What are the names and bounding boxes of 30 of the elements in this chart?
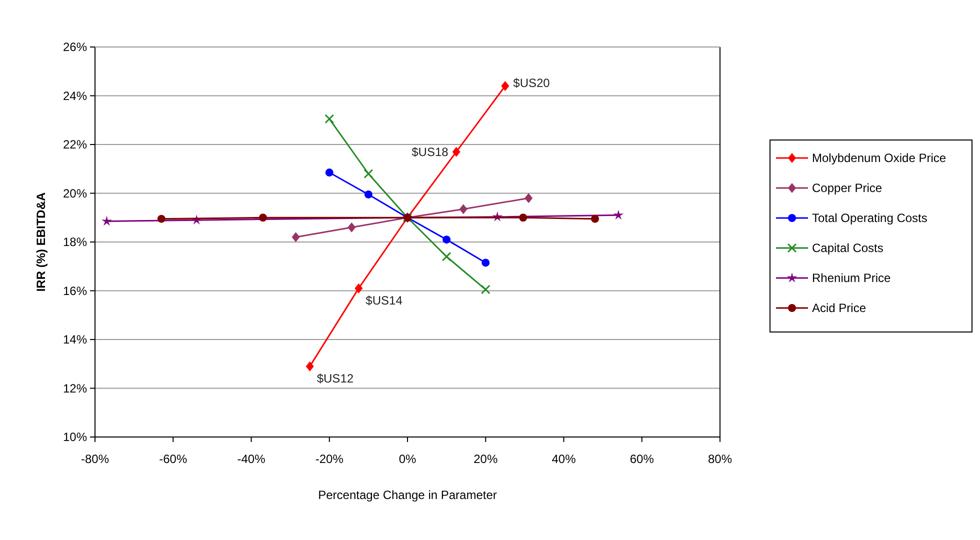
y-tick-label: 20% [62,186,88,200]
legend-label: Acid Price [812,301,866,316]
y-tick-label: 16% [62,284,88,298]
legend-label: Rhenium Price [812,271,892,286]
y-axis-title: IRR (%) EBITD&A [34,192,48,292]
y-tick-label: 10% [62,430,88,444]
legend-label: Molybdenum Oxide Price [812,151,946,166]
x-tick-label: 0% [398,452,416,466]
annotation: $US14 [366,293,403,308]
y-tick-label: 22% [62,138,88,152]
y-tick-label: 24% [62,88,88,103]
x-tick-label: 40% [552,452,576,466]
y-tick-label: 18% [62,235,88,250]
x-tick-label: -20% [315,452,344,466]
x-tick-label: 80% [708,452,732,466]
x-tick-label: 20% [474,452,498,466]
x-tick-label: -40% [237,452,266,466]
y-tick-label: 12% [62,381,88,396]
annotation: $US12 [316,371,354,386]
legend-label: Capital Costs [812,241,884,256]
x-tick-label: -60% [159,452,188,466]
legend-label: Copper Price [812,181,882,196]
x-tick-label: -80% [80,452,110,466]
y-tick-label: 14% [62,332,88,347]
legend-label: Total Operating Costs [812,211,928,226]
y-tick-label: 26% [62,40,88,54]
x-tick-label: 60% [630,452,654,466]
annotation: $US18 [412,145,449,160]
x-axis-title: Percentage Change in Parameter [318,488,497,502]
annotation: $US20 [513,76,550,90]
